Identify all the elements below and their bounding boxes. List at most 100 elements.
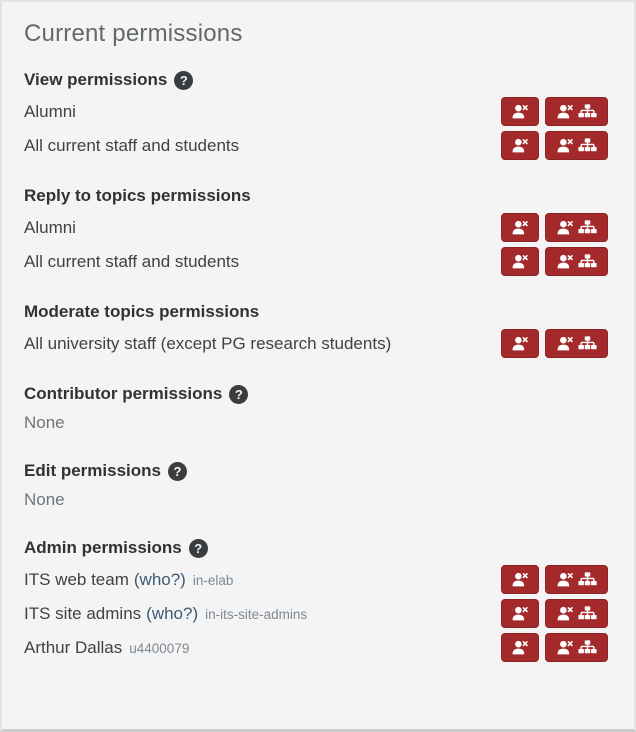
help-icon[interactable]: ? xyxy=(188,538,208,558)
user-name: ITS site admins xyxy=(24,603,142,623)
help-icon[interactable]: ? xyxy=(167,461,187,481)
sitemap-icon xyxy=(577,138,597,152)
remove-user-and-children-button[interactable] xyxy=(545,565,608,594)
section-title-text: Reply to topics permissions xyxy=(24,186,251,205)
permission-group-label: All current staff and students xyxy=(24,251,240,271)
section-title: View permissions ? xyxy=(24,70,608,90)
remove-user-button[interactable] xyxy=(501,131,539,160)
remove-user-icon xyxy=(512,640,528,655)
remove-user-icon xyxy=(557,606,573,621)
remove-user-icon xyxy=(512,138,528,153)
permission-group-label: All current staff and students xyxy=(24,135,240,155)
remove-user-and-children-button[interactable] xyxy=(545,599,608,628)
remove-user-icon xyxy=(557,104,573,119)
group-code: in-its-site-admins xyxy=(205,606,308,622)
who-link[interactable]: (who?) xyxy=(146,603,199,623)
section-title: Reply to topics permissions xyxy=(24,186,608,206)
permission-row: None xyxy=(24,411,608,435)
sitemap-icon xyxy=(577,254,597,268)
row-actions xyxy=(501,329,608,358)
remove-user-and-children-button[interactable] xyxy=(545,97,608,126)
section-title: Admin permissions ? xyxy=(24,538,608,558)
permission-row: All university staff (except PG research… xyxy=(24,329,608,358)
permission-row: All current staff and students xyxy=(24,131,608,160)
section-contributor-permissions: Contributor permissions ? None xyxy=(24,384,608,435)
remove-user-icon xyxy=(512,572,528,587)
permission-row: Alumni xyxy=(24,213,608,242)
remove-user-button[interactable] xyxy=(501,97,539,126)
user-name: Arthur Dallas xyxy=(24,637,123,657)
remove-user-icon xyxy=(512,336,528,351)
permission-row: ITS web team (who?) in-elab xyxy=(24,565,608,594)
remove-user-icon xyxy=(557,336,573,351)
section-admin-permissions: Admin permissions ? ITS web team (who?) … xyxy=(24,538,608,662)
permission-user-label: ITS site admins (who?) in-its-site-admin… xyxy=(24,604,307,624)
row-actions xyxy=(501,599,608,628)
remove-user-icon xyxy=(557,220,573,235)
section-title: Moderate topics permissions xyxy=(24,302,608,322)
remove-user-icon xyxy=(512,606,528,621)
sitemap-icon xyxy=(577,640,597,654)
remove-user-and-children-button[interactable] xyxy=(545,213,608,242)
row-actions xyxy=(501,131,608,160)
remove-user-icon xyxy=(557,572,573,587)
remove-user-icon xyxy=(557,254,573,269)
permission-row: Arthur Dallas u4400079 xyxy=(24,633,608,662)
remove-user-and-children-button[interactable] xyxy=(545,247,608,276)
user-code: u4400079 xyxy=(129,640,190,656)
permission-row: ITS site admins (who?) in-its-site-admin… xyxy=(24,599,608,628)
page-title: Current permissions xyxy=(24,20,243,47)
remove-user-button[interactable] xyxy=(501,329,539,358)
row-actions xyxy=(501,97,608,126)
row-actions xyxy=(501,633,608,662)
remove-user-and-children-button[interactable] xyxy=(545,131,608,160)
sitemap-icon xyxy=(577,104,597,118)
section-title-text: Moderate topics permissions xyxy=(24,302,260,321)
section-title-text: Contributor permissions xyxy=(24,384,223,403)
remove-user-icon xyxy=(557,138,573,153)
group-code: in-elab xyxy=(192,572,234,588)
section-view-permissions: View permissions ? Alumni All current st… xyxy=(24,70,608,160)
permission-row: All current staff and students xyxy=(24,247,608,276)
remove-user-icon xyxy=(557,640,573,655)
remove-user-icon xyxy=(512,220,528,235)
remove-user-button[interactable] xyxy=(501,565,539,594)
remove-user-button[interactable] xyxy=(501,247,539,276)
help-icon[interactable]: ? xyxy=(174,70,194,90)
section-title: Edit permissions ? xyxy=(24,461,608,481)
section-reply-permissions: Reply to topics permissions Alumni All c… xyxy=(24,186,608,276)
remove-user-and-children-button[interactable] xyxy=(545,633,608,662)
remove-user-button[interactable] xyxy=(501,599,539,628)
remove-user-button[interactable] xyxy=(501,213,539,242)
row-actions xyxy=(501,247,608,276)
permission-row: Alumni xyxy=(24,97,608,126)
help-icon[interactable]: ? xyxy=(229,384,249,404)
permission-group-label: Alumni xyxy=(24,217,76,237)
sitemap-icon xyxy=(577,220,597,234)
row-actions xyxy=(501,213,608,242)
section-moderate-permissions: Moderate topics permissions All universi… xyxy=(24,302,608,358)
sitemap-icon xyxy=(577,606,597,620)
sitemap-icon xyxy=(577,336,597,350)
user-name: ITS web team xyxy=(24,569,129,589)
remove-user-and-children-button[interactable] xyxy=(545,329,608,358)
section-title: Contributor permissions ? xyxy=(24,384,608,404)
who-link[interactable]: (who?) xyxy=(133,569,186,589)
section-title-text: Edit permissions xyxy=(24,461,161,480)
permission-group-label: Alumni xyxy=(24,101,76,121)
section-edit-permissions: Edit permissions ? None xyxy=(24,461,608,512)
section-title-text: View permissions xyxy=(24,70,168,89)
permission-user-label: ITS web team (who?) in-elab xyxy=(24,570,233,590)
permission-row: None xyxy=(24,488,608,512)
permission-user-label: Arthur Dallas u4400079 xyxy=(24,638,189,658)
permission-none-label: None xyxy=(24,490,65,509)
permission-none-label: None xyxy=(24,413,65,432)
section-title-text: Admin permissions xyxy=(24,538,182,557)
remove-user-button[interactable] xyxy=(501,633,539,662)
remove-user-icon xyxy=(512,254,528,269)
remove-user-icon xyxy=(512,104,528,119)
sitemap-icon xyxy=(577,572,597,586)
permission-group-label: All university staff (except PG research… xyxy=(24,333,392,353)
row-actions xyxy=(501,565,608,594)
